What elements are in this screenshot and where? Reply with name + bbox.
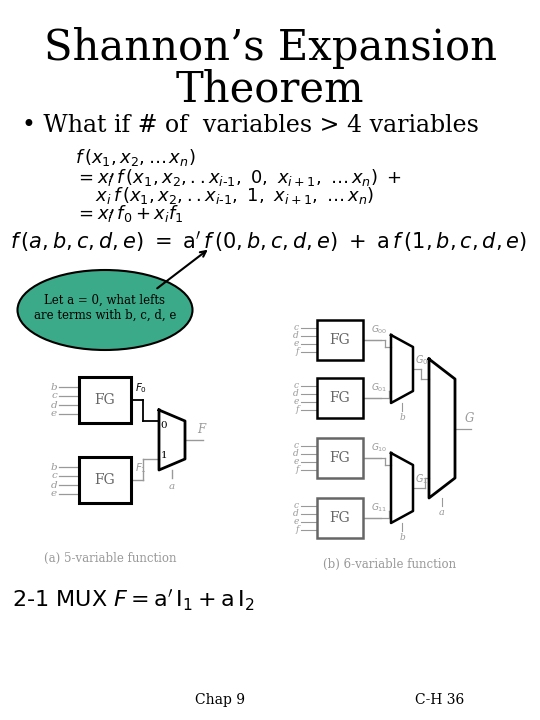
FancyBboxPatch shape (79, 457, 131, 503)
Text: f: f (295, 348, 299, 356)
FancyBboxPatch shape (317, 438, 363, 478)
Text: d: d (293, 449, 299, 459)
Text: (b) 6-variable function: (b) 6-variable function (323, 557, 456, 570)
Text: e: e (294, 518, 299, 526)
Text: FG: FG (329, 451, 350, 465)
Text: 1: 1 (161, 451, 167, 459)
Text: (a) 5-variable function: (a) 5-variable function (44, 552, 176, 564)
FancyBboxPatch shape (317, 498, 363, 538)
Text: $2\text{-}1\ \mathrm{MUX}\ F = \mathrm{a'\,I_1 + a\,I_2}$: $2\text{-}1\ \mathrm{MUX}\ F = \mathrm{a… (12, 588, 255, 613)
Text: c: c (51, 472, 57, 480)
Text: $F_0$: $F_0$ (135, 381, 147, 395)
Text: d: d (50, 400, 57, 410)
Text: FG: FG (94, 393, 116, 407)
Text: • What if # of  variables > 4 variables: • What if # of variables > 4 variables (22, 114, 479, 137)
Text: $G_{10}$: $G_{10}$ (371, 441, 388, 454)
Text: c: c (294, 502, 299, 510)
Text: d: d (50, 480, 57, 490)
Text: $f\,(a, b, c, d, e)\ =\ \mathrm{a}'\,f\,(0, b, c, d, e)\ +\ \mathrm{a}\,f\,(1, b: $f\,(a, b, c, d, e)\ =\ \mathrm{a}'\,f\,… (10, 230, 527, 254)
Text: e: e (51, 410, 57, 418)
Text: b: b (50, 382, 57, 392)
Text: $f\,(x_1, x_2,\ldots\, x_n)$: $f\,(x_1, x_2,\ldots\, x_n)$ (75, 148, 195, 168)
Text: FG: FG (329, 333, 350, 347)
Text: f: f (295, 526, 299, 534)
Polygon shape (391, 453, 413, 523)
Text: a: a (439, 508, 445, 517)
Text: $G_{01}$: $G_{01}$ (371, 382, 388, 394)
Text: $G_{00}$: $G_{00}$ (371, 323, 388, 336)
Text: $= x_i\!\prime\, f_0 + x_i f_1$: $= x_i\!\prime\, f_0 + x_i f_1$ (75, 204, 184, 225)
Text: c: c (294, 323, 299, 333)
Text: e: e (294, 397, 299, 407)
Text: a: a (169, 482, 175, 491)
Polygon shape (391, 335, 413, 403)
Text: e: e (294, 457, 299, 467)
Text: c: c (294, 382, 299, 390)
Text: FG: FG (329, 391, 350, 405)
Text: $G_1$: $G_1$ (415, 472, 428, 486)
Text: Chap 9: Chap 9 (195, 693, 245, 707)
Text: b: b (399, 413, 405, 422)
Text: $x_i\, f\,(x_1, x_2,..x_{i\text{-}1},\ 1,\ x_{i+1},\ \ldots\, x_n)$: $x_i\, f\,(x_1, x_2,..x_{i\text{-}1},\ 1… (95, 186, 374, 207)
Text: $F_1$: $F_1$ (135, 462, 147, 475)
FancyBboxPatch shape (79, 377, 131, 423)
Text: c: c (51, 392, 57, 400)
Text: $= x_i\!\prime\, f\,(x_1, x_2,..x_{i\text{-}1},\ 0,\ x_{i+1},\ \ldots\, x_n)\ +$: $= x_i\!\prime\, f\,(x_1, x_2,..x_{i\tex… (75, 168, 402, 189)
Text: C-H 36: C-H 36 (415, 693, 464, 707)
Text: e: e (294, 340, 299, 348)
Text: FG: FG (329, 511, 350, 525)
Text: b: b (50, 462, 57, 472)
Text: f: f (295, 466, 299, 474)
Text: 0: 0 (161, 420, 167, 430)
Text: d: d (293, 510, 299, 518)
Text: d: d (293, 331, 299, 341)
Text: c: c (294, 441, 299, 451)
Text: Let a = 0, what lefts
are terms with b, c, d, e: Let a = 0, what lefts are terms with b, … (34, 294, 176, 322)
Text: F: F (197, 423, 205, 436)
Ellipse shape (17, 270, 192, 350)
Polygon shape (429, 359, 455, 498)
Text: G: G (465, 412, 474, 425)
Text: d: d (293, 390, 299, 398)
Text: f: f (295, 405, 299, 415)
Polygon shape (159, 410, 185, 470)
FancyBboxPatch shape (317, 320, 363, 360)
FancyBboxPatch shape (317, 378, 363, 418)
Text: $G_{11}$: $G_{11}$ (371, 502, 388, 514)
Text: $G_0$: $G_0$ (415, 354, 428, 367)
Text: FG: FG (94, 473, 116, 487)
Text: Shannon’s Expansion: Shannon’s Expansion (44, 27, 496, 69)
Text: e: e (51, 490, 57, 498)
Text: b: b (399, 533, 405, 542)
Text: Theorem: Theorem (176, 69, 364, 111)
